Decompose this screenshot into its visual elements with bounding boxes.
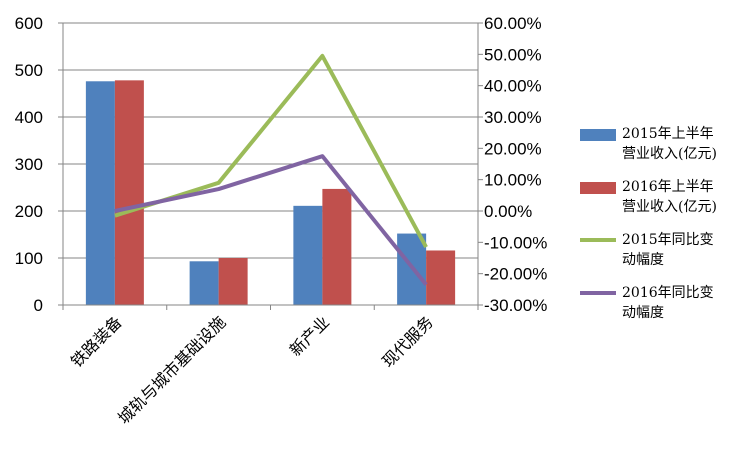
bar [293,205,323,305]
legend-label-line1: 2015年上半年 [622,126,714,142]
category-label: 铁路装备 [67,312,126,371]
right-tick-label: 0.00% [484,202,532,221]
bar [322,188,352,305]
bars [85,80,456,305]
legend-label: 2016年同比变 动幅度 [622,283,746,323]
legend-label-line1: 2016年上半年 [622,179,714,195]
series-line [114,154,428,286]
legend-swatch-2015-revenue [580,129,616,141]
left-tick-label: 400 [15,108,43,127]
legend-swatch-2015-change [580,238,616,242]
legend-label-line2: 营业收入(亿元) [622,146,717,162]
right-tick-label: 20.00% [484,139,542,158]
legend-label: 2016年上半年 营业收入(亿元) [622,177,746,217]
right-tick-label: -10.00% [484,233,547,252]
legend-label-line2: 动幅度 [622,305,664,321]
axes [58,22,483,310]
right-tick-label: 30.00% [484,108,542,127]
left-tick-label: 0 [34,296,43,315]
right-tick-label: 50.00% [484,45,542,64]
bar [114,80,144,305]
right-axis-ticks: -30.00% -20.00% -10.00% 0.00% 10.00% 20.00% 30… [484,14,547,315]
legend-label-line2: 动幅度 [622,252,664,268]
bar [189,261,219,305]
right-tick-label: -20.00% [484,265,547,284]
left-tick-label: 100 [15,249,43,268]
category-label: 城轨与城市基础设施 [114,312,229,427]
legend-swatch-2016-revenue [580,182,616,194]
legend-item-2015-revenue: 2015年上半年 营业收入(亿元) [578,124,746,169]
legend-item-2016-revenue: 2016年上半年 营业收入(亿元) [578,177,746,222]
legend: 2015年上半年 营业收入(亿元) 2016年上半年 营业收入(亿元) 2015… [578,124,746,336]
series-line [114,53,428,248]
right-tick-label: 40.00% [484,77,542,96]
lines [114,53,428,286]
legend-swatch-2016-change [580,291,616,295]
legend-item-2015-change: 2015年同比变 动幅度 [578,230,746,275]
bar [85,81,115,305]
left-axis-ticks: 0 100 200 300 400 500 600 [15,14,43,315]
category-label: 现代服务 [378,312,437,371]
legend-label-line1: 2016年同比变 [622,285,714,301]
right-tick-label: 10.00% [484,171,542,190]
right-tick-label: 60.00% [484,14,542,33]
right-tick-label: -30.00% [484,296,547,315]
category-label: 新产业 [286,312,333,359]
left-tick-label: 500 [15,61,43,80]
bar [426,250,456,305]
legend-label: 2015年同比变 动幅度 [622,230,746,270]
bar [218,258,248,305]
legend-item-2016-change: 2016年同比变 动幅度 [578,283,746,328]
legend-label-line2: 营业收入(亿元) [622,199,717,215]
left-tick-label: 600 [15,14,43,33]
left-tick-label: 200 [15,202,43,221]
legend-label-line1: 2015年同比变 [622,232,714,248]
legend-label: 2015年上半年 营业收入(亿元) [622,124,746,164]
left-tick-label: 300 [15,155,43,174]
